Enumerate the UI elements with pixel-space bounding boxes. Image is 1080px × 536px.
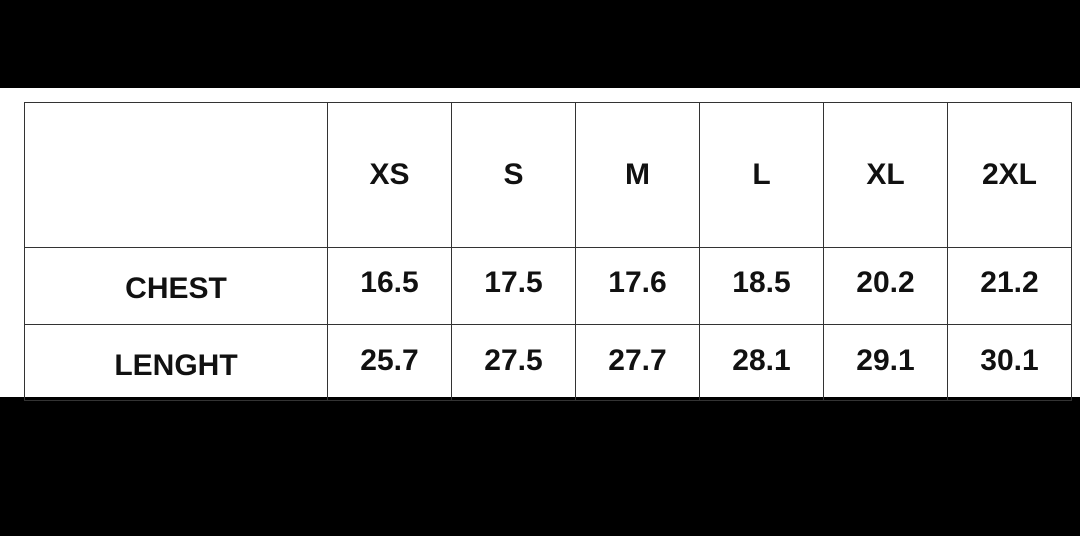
size-chart-table: XS S M L XL 2XL CHEST 16.5 17.5 17.6 18.… <box>24 102 1072 401</box>
corner-cell <box>24 102 328 248</box>
size-header: L <box>699 102 824 248</box>
table-cell: 16.5 <box>327 247 452 325</box>
table-cell: 29.1 <box>823 324 948 401</box>
size-header: XL <box>823 102 948 248</box>
header-row: XS S M L XL 2XL <box>24 102 1072 248</box>
table-cell: 25.7 <box>327 324 452 401</box>
table-cell: 27.7 <box>575 324 700 401</box>
row-label: LENGHT <box>24 324 328 401</box>
size-header: S <box>451 102 576 248</box>
table-cell: 28.1 <box>699 324 824 401</box>
table-cell: 17.6 <box>575 247 700 325</box>
table-cell: 17.5 <box>451 247 576 325</box>
table-cell: 18.5 <box>699 247 824 325</box>
size-header: M <box>575 102 700 248</box>
size-header: XS <box>327 102 452 248</box>
size-header: 2XL <box>947 102 1072 248</box>
table-row-chest: CHEST 16.5 17.5 17.6 18.5 20.2 21.2 <box>24 247 1072 325</box>
row-label: CHEST <box>24 247 328 325</box>
table-row-length: LENGHT 25.7 27.5 27.7 28.1 29.1 30.1 <box>24 324 1072 401</box>
table-cell: 20.2 <box>823 247 948 325</box>
table-cell: 27.5 <box>451 324 576 401</box>
table-cell: 21.2 <box>947 247 1072 325</box>
table-cell: 30.1 <box>947 324 1072 401</box>
